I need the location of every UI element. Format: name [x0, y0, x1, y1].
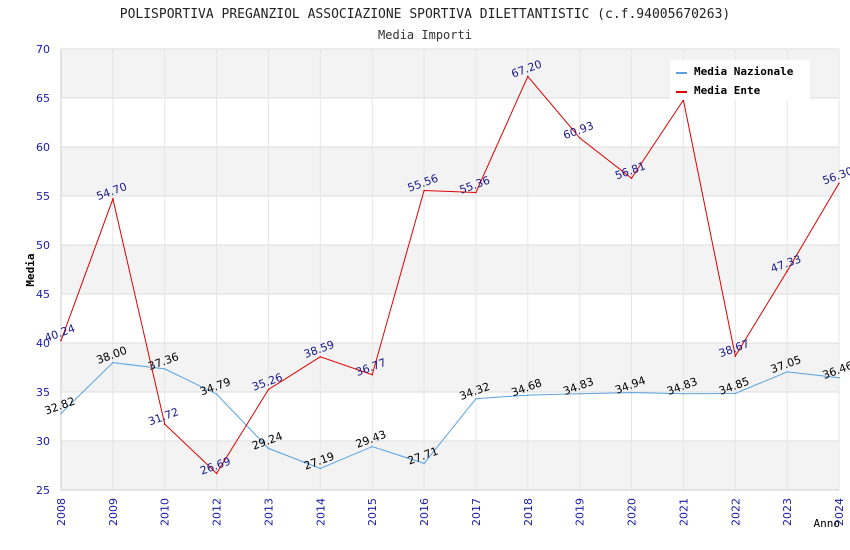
x-tick-label: 2008	[55, 498, 68, 526]
plot-background	[61, 49, 839, 490]
y-tick-label: 30	[36, 435, 50, 448]
data-point-media-nazionale	[475, 397, 477, 400]
x-tick-label: 2024	[833, 498, 846, 526]
x-tick-label: 2009	[107, 498, 120, 526]
data-point-media-nazionale	[371, 445, 374, 448]
data-point-media-ente	[215, 472, 218, 475]
plot-band	[61, 392, 839, 441]
y-tick-label: 25	[36, 484, 50, 497]
data-point-media-ente	[423, 189, 425, 192]
gridlines	[60, 48, 840, 491]
data-point-media-ente	[163, 423, 166, 425]
data-point-media-ente	[527, 75, 529, 78]
y-tick-label: 70	[36, 43, 50, 56]
x-tick-label: 2012	[211, 498, 224, 526]
plot-band	[61, 343, 839, 392]
data-point-media-ente	[475, 191, 477, 194]
x-tick-label: 2021	[677, 498, 690, 526]
data-point-media-nazionale	[734, 392, 737, 395]
x-tick-label: 2019	[574, 498, 587, 526]
data-point-media-ente	[734, 355, 737, 357]
data-point-media-ente	[838, 182, 840, 185]
series-line-media-nazionale	[60, 362, 840, 470]
data-point-media-nazionale	[578, 392, 581, 395]
y-tick-label: 60	[36, 141, 50, 154]
y-tick-label: 45	[36, 288, 50, 301]
data-point-media-nazionale	[786, 371, 788, 373]
x-tick-label: 2015	[366, 498, 379, 526]
y-tick-label: 40	[36, 337, 50, 350]
data-point-media-nazionale	[527, 394, 529, 396]
plot-band	[61, 147, 839, 196]
data-point-media-nazionale	[215, 393, 218, 395]
plot-band	[61, 245, 839, 294]
x-axis-label: Anno	[814, 517, 841, 530]
data-point-media-ente	[786, 270, 788, 272]
y-axis-label: Media	[24, 253, 37, 286]
legend-label-media-ente: Media Ente	[694, 84, 761, 97]
data-point-media-nazionale	[267, 447, 270, 450]
x-axis-ticks: 2008 2009 2010 2012 2013 2014 2015 2016 2017 2018…	[55, 498, 846, 526]
x-tick-label: 2013	[262, 498, 275, 526]
data-point-media-nazionale	[60, 412, 62, 415]
x-tick-label: 2018	[522, 498, 535, 526]
data-point-media-nazionale	[112, 361, 114, 364]
plot-band	[61, 294, 839, 343]
x-tick-label: 2023	[781, 498, 794, 526]
data-point-media-ente	[578, 137, 581, 139]
chart-title: POLISPORTIVA PREGANZIOL ASSOCIAZIONE SPO…	[120, 7, 730, 22]
data-point-media-nazionale	[682, 392, 685, 395]
data-point-media-ente	[630, 177, 633, 180]
x-tick-label: 2022	[729, 498, 742, 526]
x-tick-label: 2014	[314, 498, 327, 526]
data-point-media-nazionale	[838, 376, 840, 379]
data-point-media-ente	[319, 356, 322, 358]
y-tick-label: 50	[36, 239, 50, 252]
plot-band	[61, 196, 839, 245]
data-point-media-ente	[267, 388, 270, 391]
series-line-media-ente	[60, 75, 840, 475]
y-tick-label: 35	[36, 386, 50, 399]
data-point-media-ente	[112, 198, 114, 200]
chart-subtitle: Media Importi	[378, 28, 472, 42]
x-tick-label: 2016	[418, 498, 431, 526]
data-point-media-ente	[371, 373, 374, 376]
plot-band	[61, 441, 839, 490]
series-lines	[60, 75, 840, 475]
data-point-media-nazionale	[163, 368, 166, 370]
y-tick-label: 65	[36, 92, 50, 105]
plot-band	[61, 98, 839, 147]
data-point-media-ente	[60, 339, 62, 342]
y-tick-label: 55	[36, 190, 50, 203]
x-tick-label: 2020	[626, 498, 639, 526]
data-point-media-nazionale	[630, 391, 633, 394]
y-axis-ticks: 25 30 35 40 45 50 55 60 65 70	[36, 43, 50, 497]
x-tick-label: 2010	[159, 498, 172, 526]
legend-label-media-nazionale: Media Nazionale	[694, 65, 794, 78]
data-point-media-nazionale	[423, 462, 425, 465]
legend: Media Nazionale Media Ente	[670, 60, 810, 100]
data-point-media-nazionale	[319, 467, 322, 470]
x-tick-label: 2017	[470, 498, 483, 526]
legend-box	[670, 60, 810, 100]
